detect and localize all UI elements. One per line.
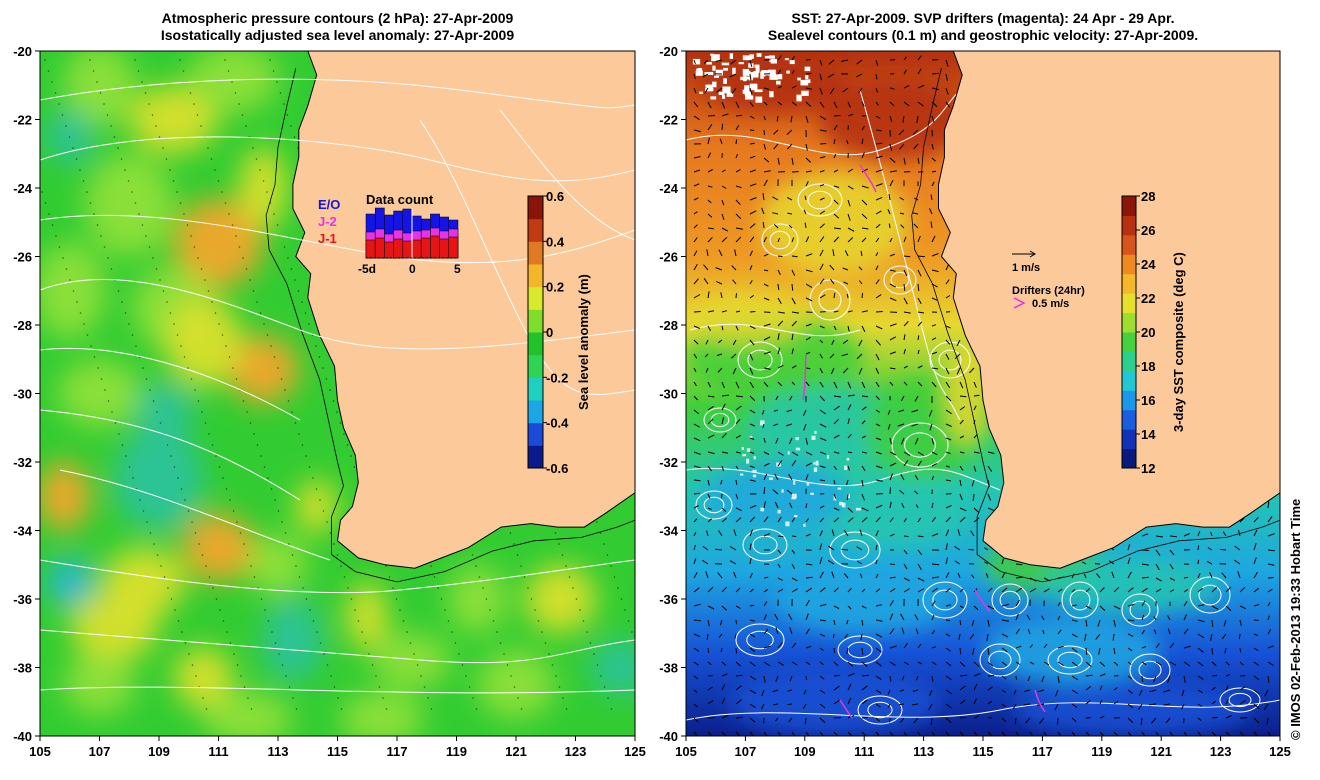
left-map-title: Atmospheric pressure contours (2 hPa): 2…	[40, 10, 635, 44]
drifter-legend-title: Drifters (24hr)	[1012, 285, 1085, 297]
longitude-tick-label: 121	[505, 744, 527, 759]
latitude-tick-label: -36	[659, 592, 678, 607]
right-title-line2: Sealevel contours (0.1 m) and geostrophi…	[767, 27, 1199, 43]
latitude-tick-label: -38	[659, 661, 678, 676]
colorbar-tick-label: 0	[546, 325, 553, 340]
colorbar-tick-label: 0.6	[546, 189, 564, 204]
longitude-tick-label: 115	[327, 744, 348, 759]
longitude-tick-label: 125	[624, 744, 646, 759]
colorbar-tick-label: 0.2	[546, 280, 564, 295]
colorbar-tick-label: 28	[1141, 189, 1155, 204]
colorbar-tick-label: -0.2	[546, 370, 568, 385]
longitude-tick-label: 119	[446, 744, 467, 759]
latitude-tick-label: -24	[13, 181, 33, 196]
longitude-tick-label: 109	[148, 744, 170, 759]
data-count-bars	[365, 207, 459, 259]
colorbar-tick-label: 22	[1141, 291, 1155, 306]
latitude-tick-label: -32	[13, 455, 32, 470]
colorbar-tick-label: -0.6	[546, 461, 568, 476]
sea-level-colorbar-label: Sea level anomaly (m)	[576, 274, 591, 410]
left-map-panel	[40, 51, 635, 736]
latitude-tick-label: -40	[13, 729, 32, 744]
latitude-tick-label: -20	[13, 44, 32, 59]
latitude-tick-label: -26	[13, 250, 32, 265]
longitude-tick-label: 117	[1032, 744, 1053, 759]
axis-ticks: 105 107 109 111 113 115 117 119 121 123 125-20-22-…	[13, 44, 1291, 759]
right-title-line1: SST: 27-Apr-2009. SVP drifters (magenta)…	[791, 10, 1175, 26]
longitude-tick-label: 123	[1210, 744, 1232, 759]
right-map-panel	[686, 51, 1280, 736]
latitude-tick-label: -26	[659, 250, 678, 265]
legend-j2: J-2	[318, 214, 337, 229]
credit-label: © IMOS 02-Feb-2013 19:33 Hobart Time	[1288, 498, 1303, 740]
longitude-tick-label: 117	[387, 744, 408, 759]
velocity-scale-label: 1 m/s	[1012, 262, 1040, 274]
longitude-tick-label: 123	[565, 744, 587, 759]
latitude-tick-label: -20	[659, 44, 678, 59]
longitude-tick-label: 119	[1091, 744, 1112, 759]
latitude-tick-label: -30	[659, 387, 678, 402]
latitude-tick-label: -32	[659, 455, 678, 470]
colorbar-tick-label: -0.4	[546, 416, 569, 431]
latitude-tick-label: -34	[13, 524, 33, 539]
bathymetry-200m-contour	[265, 68, 635, 583]
sea-level-anomaly-blobs	[40, 51, 635, 736]
colorbar-tick-label: 26	[1141, 223, 1155, 238]
longitude-tick-label: 107	[735, 744, 757, 759]
drifter-legend: Drifters (24hr) 0.5 m/s	[1012, 285, 1085, 310]
longitude-tick-label: 113	[913, 744, 934, 759]
colorbar-tick-label: 20	[1141, 325, 1155, 340]
latitude-tick-label: -24	[659, 181, 679, 196]
bathymetry-200m-contour	[911, 68, 1280, 583]
sst-colorbar: 28 26 24 22 20 18 16 14 12 3-day SST composite (…	[1121, 189, 1186, 476]
longitude-tick-label: 105	[675, 744, 697, 759]
longitude-tick-label: 125	[1269, 744, 1291, 759]
colorbar-tick-label: 18	[1141, 359, 1155, 374]
longitude-tick-label: 115	[973, 744, 994, 759]
data-count-xtick-0: 0	[409, 262, 416, 276]
sst-patches	[686, 57, 1251, 736]
drifter-legend-scale: 0.5 m/s	[1032, 298, 1069, 310]
latitude-tick-label: -22	[659, 113, 678, 128]
colorbar-tick-label: 14	[1141, 427, 1156, 442]
left-title-line1: Atmospheric pressure contours (2 hPa): 2…	[161, 10, 514, 26]
data-count-xtick-minus5: -5d	[358, 262, 376, 276]
longitude-tick-label: 105	[29, 744, 51, 759]
latitude-tick-label: -28	[659, 318, 678, 333]
longitude-tick-label: 111	[854, 744, 874, 759]
colorbar-tick-label: 12	[1141, 461, 1155, 476]
latitude-tick-label: -30	[13, 387, 32, 402]
australia-land	[938, 51, 1280, 569]
latitude-tick-label: -28	[13, 318, 32, 333]
latitude-tick-label: -22	[13, 113, 32, 128]
legend-j1: J-1	[318, 231, 337, 246]
latitude-tick-label: -36	[13, 592, 32, 607]
left-title-line2: Isostatically adjusted sea level anomaly…	[160, 27, 515, 43]
longitude-tick-label: 121	[1150, 744, 1172, 759]
longitude-tick-label: 111	[208, 744, 228, 759]
latitude-tick-label: -40	[659, 729, 678, 744]
right-map-title: SST: 27-Apr-2009. SVP drifters (magenta)…	[686, 10, 1280, 44]
svp-drifter-tracks	[802, 164, 1046, 719]
legend-eo: E/O	[318, 197, 340, 212]
longitude-tick-label: 107	[89, 744, 111, 759]
data-count-xtick-5: 5	[454, 262, 461, 276]
sst-colorbar-label: 3-day SST composite (deg C)	[1171, 252, 1186, 432]
geostrophic-velocity-arrows	[693, 55, 1275, 736]
sea-level-colorbar: 0.6 0.4 0.2 0 -0.2 -0.4 -0.6 Sea level anomaly…	[527, 189, 591, 476]
latitude-tick-label: -38	[13, 661, 32, 676]
latitude-tick-label: -34	[659, 524, 679, 539]
colorbar-tick-label: 0.4	[546, 234, 565, 249]
data-count-title: Data count	[366, 192, 434, 207]
velocity-scale-legend: 1 m/s	[1012, 250, 1040, 274]
colorbar-tick-label: 24	[1141, 257, 1156, 272]
data-count-inset: Data count -5d 0 5 E/O J-2 J-1	[318, 192, 461, 276]
longitude-tick-label: 113	[268, 744, 289, 759]
longitude-tick-label: 109	[794, 744, 816, 759]
colorbar-tick-label: 16	[1141, 393, 1155, 408]
